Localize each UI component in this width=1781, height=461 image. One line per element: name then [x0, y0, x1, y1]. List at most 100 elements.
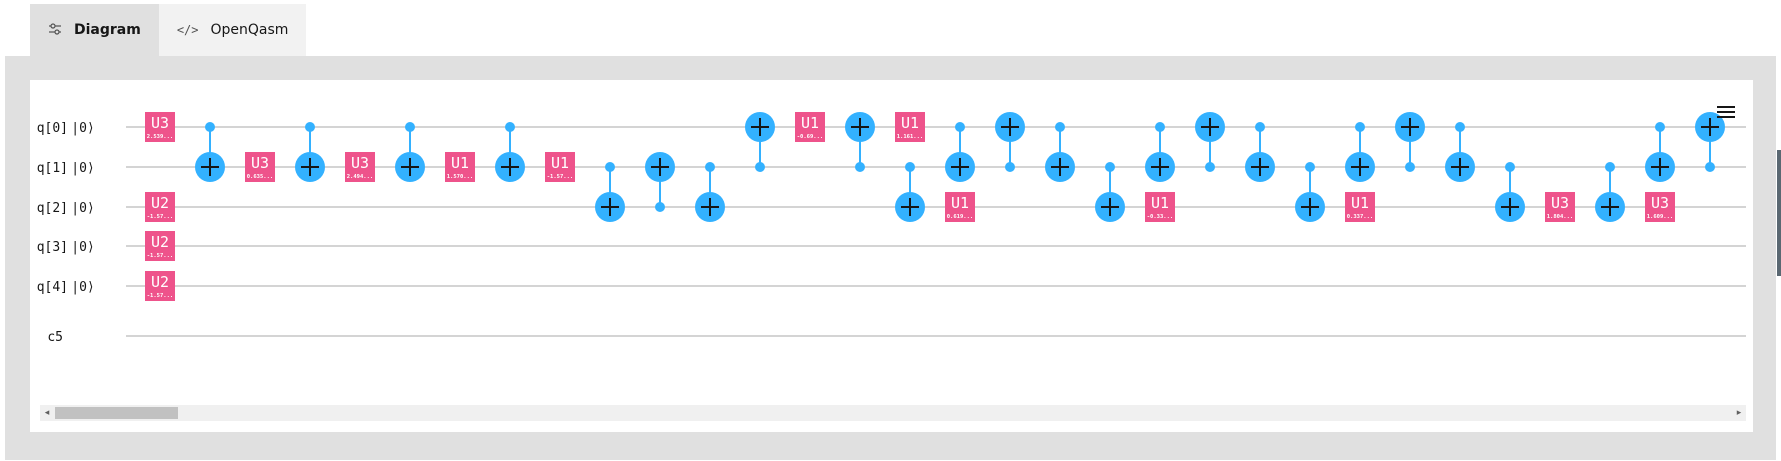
gate-param: 1.804... — [1547, 214, 1574, 220]
gate-name: U3 — [1651, 194, 1669, 212]
gate-box — [145, 112, 175, 142]
cnot-control-dot — [1655, 122, 1665, 132]
cnot-gate — [745, 112, 775, 172]
gate-box — [1545, 192, 1575, 222]
gate-name: U1 — [1151, 194, 1169, 212]
cnot-gate — [1045, 122, 1075, 182]
gate-u1: U1 -1.57... — [545, 152, 575, 182]
gate-param: 0.619... — [947, 214, 974, 220]
hamburger-menu-icon[interactable] — [1717, 106, 1735, 120]
gate-name: U2 — [151, 194, 169, 212]
cnot-control-dot — [1305, 162, 1315, 172]
cnot-gate — [1495, 162, 1525, 222]
gate-param: 1.609... — [1647, 214, 1674, 220]
cnot-gate — [645, 152, 675, 212]
gate-u1: U1 1.161... — [895, 112, 925, 142]
cnot-gate — [695, 162, 725, 222]
classical-register-label: c5 — [47, 330, 63, 345]
gate-box — [945, 192, 975, 222]
cnot-control-dot — [405, 122, 415, 132]
gate-param: -1.57... — [147, 214, 174, 220]
gate-name: U1 — [551, 154, 569, 172]
gate-box — [445, 152, 475, 182]
gate-u2: U2 -1.57... — [145, 271, 175, 301]
cnot-control-dot — [755, 162, 765, 172]
gate-u1: U1 -0.33... — [1145, 192, 1175, 222]
cnot-control-dot — [1505, 162, 1515, 172]
horizontal-scrollbar[interactable]: ◂ ▸ — [40, 405, 1746, 421]
cnot-control-dot — [1005, 162, 1015, 172]
view-tabs: Diagram </> OpenQasm — [30, 4, 307, 56]
diagram-panel: q[0] |0⟩ q[1] |0⟩ q[2] |0⟩ q[3] |0⟩ q[4] |0⟩ c5 U3 2… — [5, 56, 1776, 460]
cnot-gate — [1645, 122, 1675, 182]
cnot-control-dot — [1405, 162, 1415, 172]
gate-u3: U3 2.539... — [145, 112, 175, 142]
gate-u2: U2 -1.57... — [145, 231, 175, 261]
scroll-thumb[interactable] — [55, 407, 178, 419]
scroll-right-arrow-icon[interactable]: ▸ — [1736, 408, 1742, 418]
gate-u3: U3 1.804... — [1545, 192, 1575, 222]
cnot-gate — [1295, 162, 1325, 222]
cnot-control-dot — [1105, 162, 1115, 172]
gate-u1: U1 0.337... — [1345, 192, 1375, 222]
cnot-control-dot — [1355, 122, 1365, 132]
scroll-left-arrow-icon[interactable]: ◂ — [44, 408, 50, 418]
cnot-control-dot — [1055, 122, 1065, 132]
gate-param: -0.33... — [1147, 214, 1174, 220]
gate-name: U1 — [901, 114, 919, 132]
edge-scroll-indicator — [1777, 150, 1781, 276]
gate-box — [1145, 192, 1175, 222]
qubit-initial-state: |0⟩ — [71, 201, 94, 216]
circuit-diagram: q[0] |0⟩q[1] |0⟩q[2] |0⟩q[3] |0⟩q[4] |0⟩c5U32… — [37, 112, 1746, 345]
gate-box — [1645, 192, 1675, 222]
gate-param: -1.57... — [147, 253, 174, 259]
tab-openqasm[interactable]: </> OpenQasm — [158, 4, 307, 56]
gate-name: U1 — [451, 154, 469, 172]
cnot-gate — [1345, 122, 1375, 182]
cnot-gate — [1695, 112, 1725, 172]
cnot-gate — [595, 162, 625, 222]
gate-u1: U1 1.570... — [445, 152, 475, 182]
cnot-control-dot — [655, 202, 665, 212]
qubit-label: q[4] — [37, 280, 68, 295]
cnot-control-dot — [1205, 162, 1215, 172]
cnot-gate — [395, 122, 425, 182]
cnot-gate — [845, 112, 875, 172]
qubit-initial-state: |0⟩ — [71, 280, 94, 295]
cnot-gate — [295, 122, 325, 182]
gate-name: U3 — [251, 154, 269, 172]
cnot-control-dot — [505, 122, 515, 132]
cnot-gate — [945, 122, 975, 182]
gate-name: U1 — [801, 114, 819, 132]
gate-param: 1.570... — [447, 174, 474, 180]
qubit-label: q[3] — [37, 240, 68, 255]
cnot-control-dot — [855, 162, 865, 172]
gate-box — [245, 152, 275, 182]
gate-u1: U1 -0.69... — [795, 112, 825, 142]
cnot-control-dot — [905, 162, 915, 172]
cnot-control-dot — [205, 122, 215, 132]
gate-name: U2 — [151, 273, 169, 291]
gate-box — [895, 112, 925, 142]
cnot-control-dot — [1155, 122, 1165, 132]
gate-name: U1 — [1351, 194, 1369, 212]
gate-param: 2.494... — [347, 174, 374, 180]
tab-diagram[interactable]: Diagram — [30, 4, 159, 56]
cnot-control-dot — [1255, 122, 1265, 132]
gate-box — [145, 271, 175, 301]
cnot-control-dot — [605, 162, 615, 172]
cnot-gate — [1095, 162, 1125, 222]
tab-diagram-label: Diagram — [74, 22, 141, 38]
cnot-gate — [995, 112, 1025, 172]
gate-param: -0.69... — [797, 134, 824, 140]
cnot-control-dot — [1705, 162, 1715, 172]
cnot-control-dot — [955, 122, 965, 132]
qubit-initial-state: |0⟩ — [71, 121, 94, 136]
gate-box — [1345, 192, 1375, 222]
qubit-label: q[2] — [37, 201, 68, 216]
cnot-control-dot — [305, 122, 315, 132]
gate-u3: U3 0.635... — [245, 152, 275, 182]
cnot-gate — [1595, 162, 1625, 222]
qubit-initial-state: |0⟩ — [71, 240, 94, 255]
qubit-label: q[0] — [37, 121, 68, 136]
